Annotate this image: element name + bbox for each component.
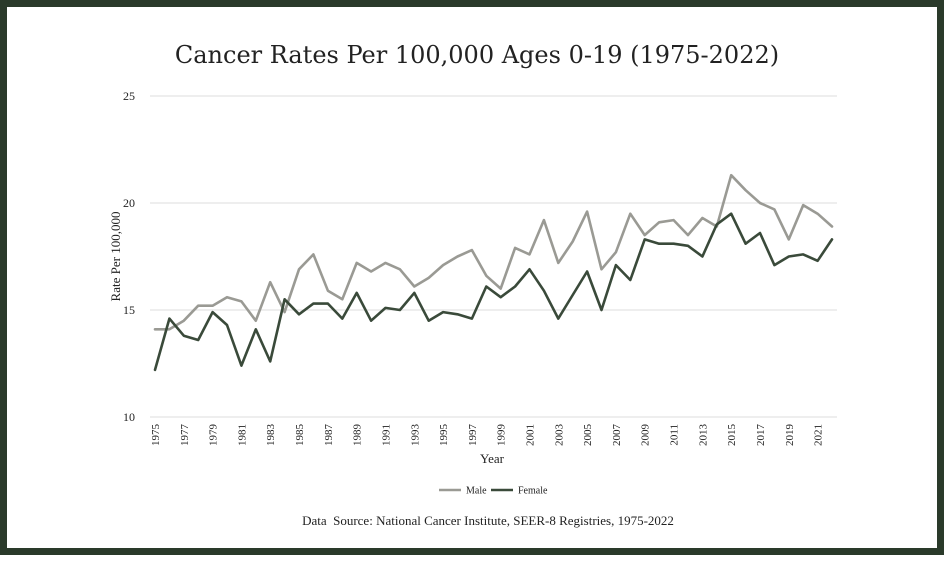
y-tick-label: 20 (123, 196, 135, 210)
x-tick-label: 1989 (352, 424, 364, 447)
x-tick-label: 1981 (236, 424, 248, 446)
x-tick-label: 1985 (294, 424, 306, 447)
x-tick-label: 2015 (726, 424, 738, 447)
data-series (153, 173, 834, 372)
x-tick-label: 1975 (150, 424, 162, 447)
chart-title: Cancer Rates Per 100,000 Ages 0-19 (1975… (175, 41, 779, 69)
x-tick-label: 2017 (755, 424, 767, 447)
x-tick-label: 2021 (813, 424, 825, 446)
x-axis-ticks: 1975 1977 1979 1981 1983 1985 1987 1989 1991 1993… (150, 424, 825, 447)
y-tick-label: 10 (123, 410, 135, 424)
series-line-female (153, 212, 834, 372)
legend-label-female: Female (518, 486, 548, 497)
x-tick-label: 2001 (525, 424, 537, 446)
x-tick-label: 2011 (669, 424, 681, 446)
x-tick-label: 1977 (179, 424, 191, 447)
x-tick-label: 2013 (697, 424, 709, 447)
x-tick-label: 1997 (467, 424, 479, 447)
y-tick-label: 15 (123, 303, 135, 317)
y-axis-label: Rate Per 100,000 (108, 212, 123, 302)
x-tick-label: 1979 (208, 424, 220, 447)
x-tick-label: 2005 (582, 424, 594, 447)
x-tick-label: 1991 (380, 424, 392, 446)
y-axis-ticks: 10 15 20 25 (123, 89, 135, 424)
legend: Male Female (439, 486, 548, 497)
x-tick-label: 2019 (784, 424, 796, 447)
x-tick-label: 2009 (640, 424, 652, 447)
series-line-male (153, 173, 834, 331)
x-tick-label: 1987 (323, 424, 335, 447)
x-tick-label: 2007 (611, 424, 623, 447)
line-chart: Cancer Rates Per 100,000 Ages 0-19 (1975… (108, 41, 837, 528)
x-tick-label: 2003 (553, 424, 565, 447)
x-tick-label: 1995 (438, 424, 450, 447)
y-tick-label: 25 (123, 89, 135, 103)
gridlines (150, 95, 837, 418)
x-axis-label: Year (480, 451, 505, 466)
x-tick-label: 1983 (265, 424, 277, 447)
x-tick-label: 1993 (409, 424, 421, 447)
legend-label-male: Male (466, 486, 487, 497)
x-tick-label: 1999 (496, 424, 508, 447)
data-source-note: Data Source: National Cancer Institute, … (302, 513, 674, 528)
